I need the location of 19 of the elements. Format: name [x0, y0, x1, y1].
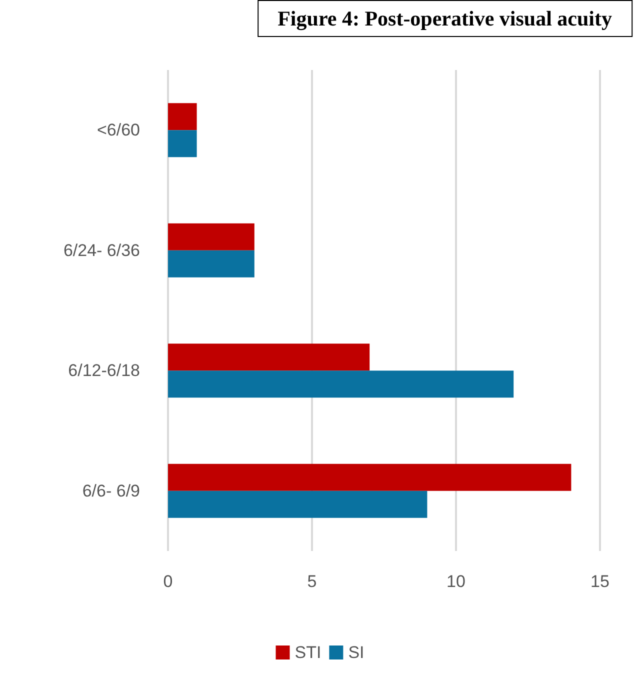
y-tick-label: 6/12-6/18: [68, 361, 140, 380]
bar: [168, 250, 254, 278]
bar: [168, 223, 254, 250]
x-tick-label: 5: [307, 572, 317, 591]
bar: [168, 344, 370, 371]
x-tick-label: 0: [163, 572, 173, 591]
chart-title: Figure 4: Post-operative visual acuity: [278, 6, 612, 30]
bar: [168, 130, 197, 158]
bar: [168, 103, 197, 130]
bar: [168, 370, 514, 398]
x-tick-label: 15: [590, 572, 610, 591]
legend-label: SI: [348, 643, 364, 662]
y-tick-label: <6/60: [96, 120, 140, 140]
y-tick-label: 6/6- 6/9: [82, 481, 140, 500]
bar: [168, 464, 572, 491]
y-tick-label: 6/24- 6/36: [63, 240, 140, 260]
x-tick-label: 10: [446, 572, 466, 591]
bar: [168, 490, 428, 518]
legend-label: STI: [294, 643, 322, 662]
